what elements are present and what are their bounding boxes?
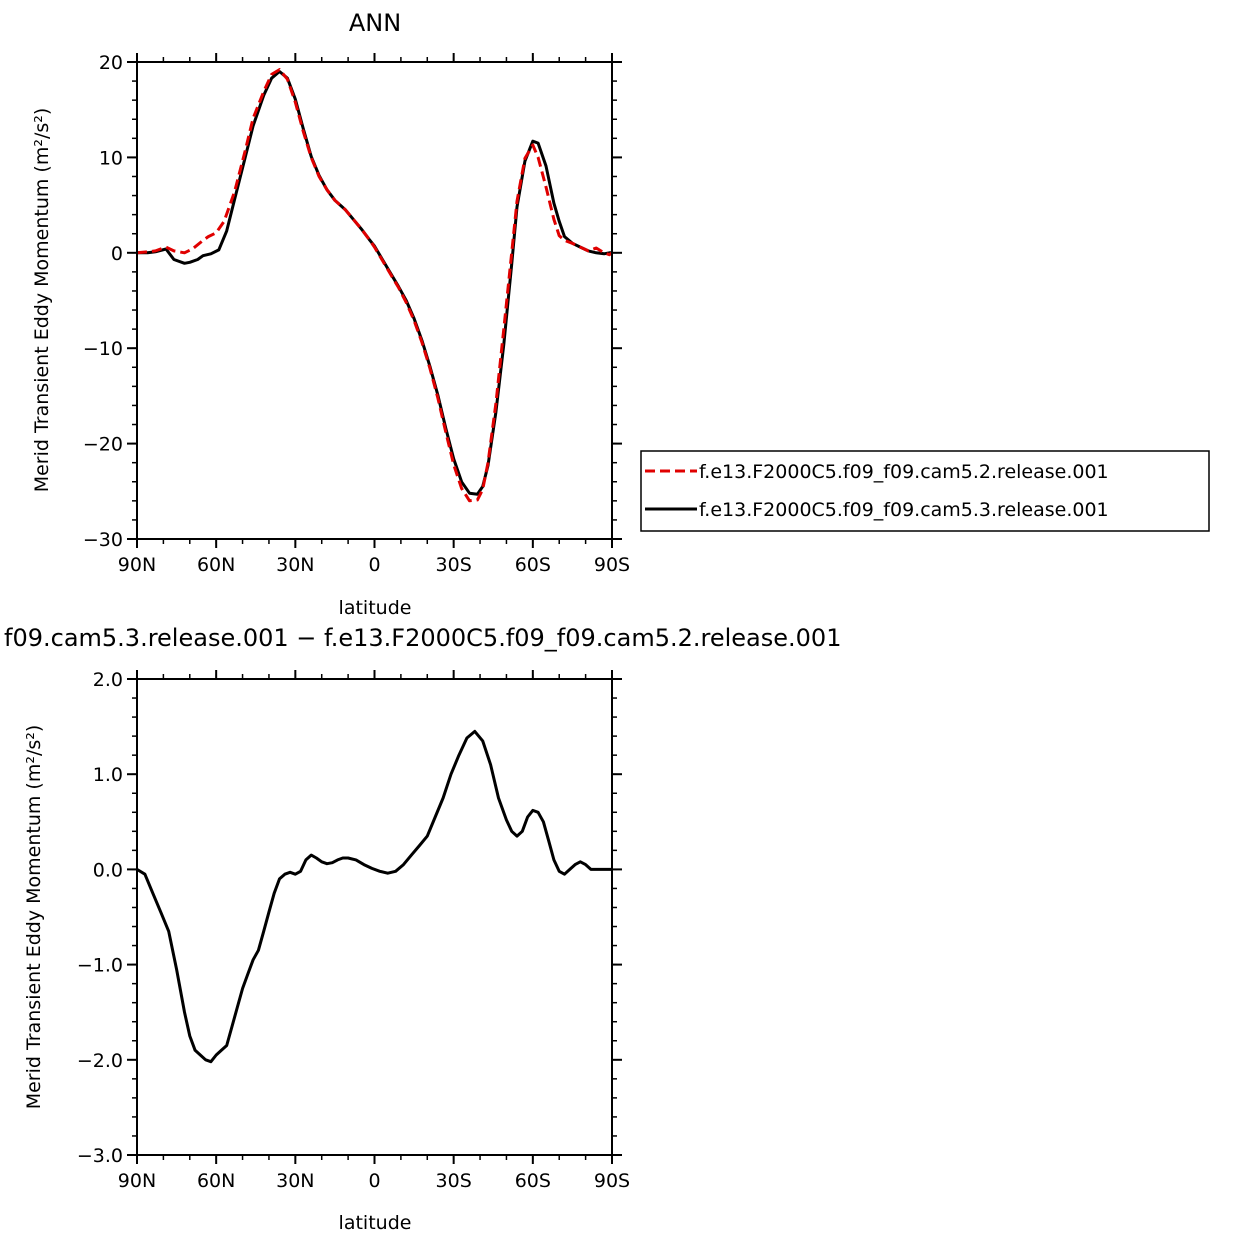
y-tick-label: 10 xyxy=(99,147,123,169)
y-tick-label: 1.0 xyxy=(93,764,123,786)
y-tick-label: −2.0 xyxy=(77,1050,123,1072)
legend-box xyxy=(640,450,1210,532)
x-tick-label: 90N xyxy=(118,1170,156,1192)
y-tick-label: 0.0 xyxy=(93,859,123,881)
x-tick-label: 30N xyxy=(276,554,314,576)
x-tick-label: 60N xyxy=(197,554,235,576)
legend-label-cam53: f.e13.F2000C5.f09_f09.cam5.3.release.001 xyxy=(699,499,1109,521)
y-tick-label: 2.0 xyxy=(93,669,123,691)
y-tick-label: −20 xyxy=(83,434,123,456)
x-tick-label: 30S xyxy=(436,554,472,576)
x-tick-label: 0 xyxy=(368,554,380,576)
y-tick-label: 20 xyxy=(99,52,123,74)
y-tick-label: −1.0 xyxy=(77,955,123,977)
y-tick-label: 0 xyxy=(111,243,123,265)
bottom-chart-ylabel: Merid Transient Eddy Momentum (m²/s²) xyxy=(23,725,45,1110)
legend-label-cam52: f.e13.F2000C5.f09_f09.cam5.2.release.001 xyxy=(699,461,1109,483)
top-chart-title: ANN xyxy=(349,9,401,37)
bottom-chart-frame xyxy=(136,678,613,1156)
top-chart-ticks: 90N 60N 30N 0 30S 60S 90S 20 10 0 −10 −20 −30 xyxy=(83,52,630,576)
top-chart-xlabel: latitude xyxy=(339,597,412,619)
top-chart-series xyxy=(136,68,613,503)
bottom-chart-title: f09.cam5.3.release.001 − f.e13.F2000C5.f… xyxy=(4,624,841,652)
series-line xyxy=(136,729,612,1064)
top-chart-legend: f.e13.F2000C5.f09_f09.cam5.2.release.001… xyxy=(640,450,1210,532)
y-tick-label: −3.0 xyxy=(77,1145,123,1167)
top-chart-panel: ANN 90N 60N 30N 0 30S 60S 90S 20 10 0 −10 −20 −30 la… xyxy=(31,9,1210,619)
bottom-chart-panel: f09.cam5.3.release.001 − f.e13.F2000C5.f… xyxy=(4,624,841,1234)
x-tick-label: 60S xyxy=(515,554,551,576)
series-line xyxy=(137,70,612,496)
y-tick-label: −10 xyxy=(83,338,123,360)
x-tick-label: 90S xyxy=(594,1170,630,1192)
bottom-chart-series xyxy=(136,729,612,1064)
x-tick-label: 60S xyxy=(515,1170,551,1192)
y-tick-label: −30 xyxy=(83,529,123,551)
top-chart-ylabel: Merid Transient Eddy Momentum (m²/s²) xyxy=(31,108,53,493)
x-tick-label: 30N xyxy=(276,1170,314,1192)
x-tick-label: 60N xyxy=(197,1170,235,1192)
bottom-chart-xlabel: latitude xyxy=(339,1212,412,1234)
top-chart-frame xyxy=(136,61,613,540)
series-line xyxy=(136,68,613,503)
x-tick-label: 30S xyxy=(436,1170,472,1192)
bottom-chart-ticks: 90N 60N 30N 0 30S 60S 90S 2.0 1.0 0.0 −1.0 −2.0 −3.0 xyxy=(77,669,630,1192)
x-tick-label: 0 xyxy=(368,1170,380,1192)
x-tick-label: 90N xyxy=(118,554,156,576)
x-tick-label: 90S xyxy=(594,554,630,576)
